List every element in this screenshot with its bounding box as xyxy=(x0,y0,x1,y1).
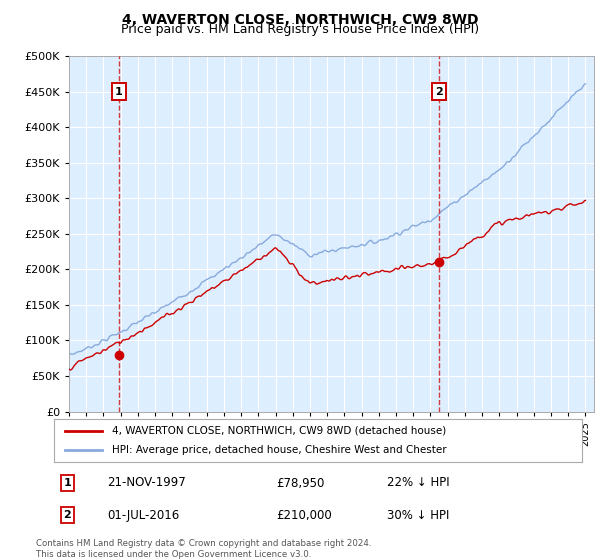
Text: 2: 2 xyxy=(435,87,443,96)
Text: £210,000: £210,000 xyxy=(276,508,332,522)
Text: 1: 1 xyxy=(115,87,123,96)
Text: 2: 2 xyxy=(64,510,71,520)
Text: 4, WAVERTON CLOSE, NORTHWICH, CW9 8WD: 4, WAVERTON CLOSE, NORTHWICH, CW9 8WD xyxy=(122,13,478,27)
Text: HPI: Average price, detached house, Cheshire West and Chester: HPI: Average price, detached house, Ches… xyxy=(112,445,447,455)
Text: Price paid vs. HM Land Registry's House Price Index (HPI): Price paid vs. HM Land Registry's House … xyxy=(121,22,479,36)
Text: 1: 1 xyxy=(64,478,71,488)
Text: 22% ↓ HPI: 22% ↓ HPI xyxy=(386,477,449,489)
Text: Contains HM Land Registry data © Crown copyright and database right 2024.
This d: Contains HM Land Registry data © Crown c… xyxy=(36,539,371,559)
Text: 21-NOV-1997: 21-NOV-1997 xyxy=(107,477,185,489)
Text: 30% ↓ HPI: 30% ↓ HPI xyxy=(386,508,449,522)
Text: £78,950: £78,950 xyxy=(276,477,324,489)
Text: 01-JUL-2016: 01-JUL-2016 xyxy=(107,508,179,522)
Text: 4, WAVERTON CLOSE, NORTHWICH, CW9 8WD (detached house): 4, WAVERTON CLOSE, NORTHWICH, CW9 8WD (d… xyxy=(112,426,446,436)
